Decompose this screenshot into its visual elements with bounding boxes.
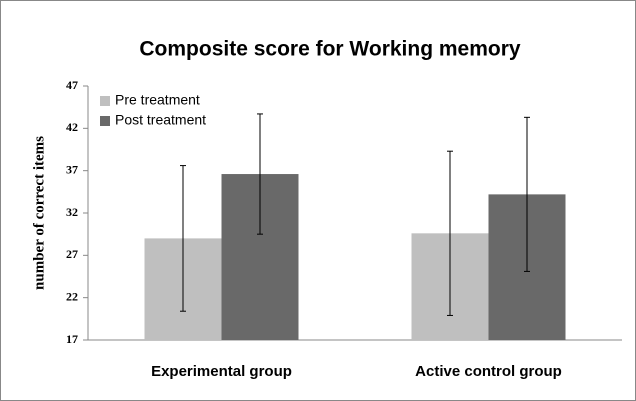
y-tick-label: 47 (66, 78, 78, 92)
legend-swatch (100, 96, 110, 106)
legend-label: Post treatment (115, 112, 206, 128)
legend-label: Pre treatment (115, 92, 200, 108)
y-tick-label: 22 (66, 289, 78, 303)
y-tick-label: 37 (66, 162, 78, 176)
y-tick-label: 17 (66, 332, 78, 346)
y-tick-label: 32 (66, 205, 78, 219)
x-tick-label: Experimental group (151, 363, 292, 380)
y-tick-label: 42 (66, 120, 78, 134)
chart-title: Composite score for Working memory (139, 38, 521, 61)
y-axis-label: number of correct items (31, 136, 47, 290)
y-tick-label: 27 (66, 247, 78, 261)
legend-swatch (100, 116, 110, 126)
x-tick-label: Active control group (415, 363, 562, 380)
